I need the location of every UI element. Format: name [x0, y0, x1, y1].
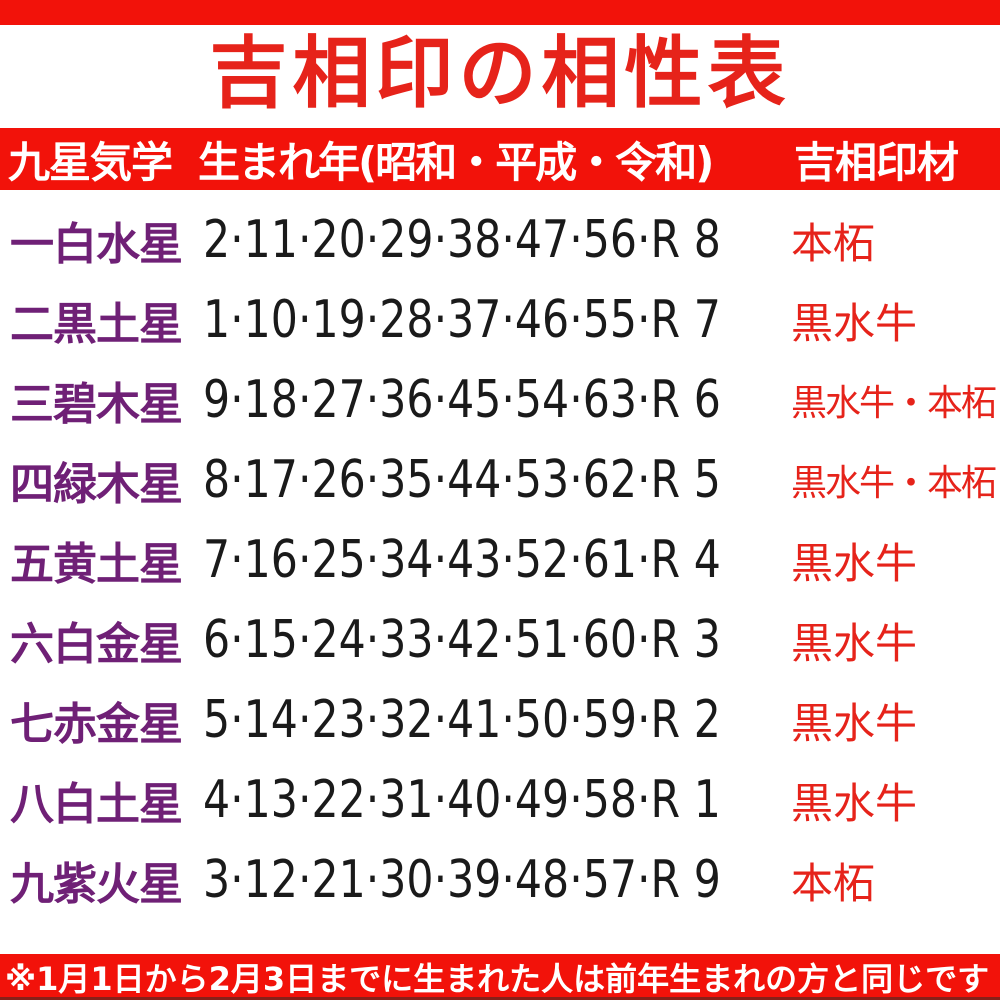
star-name-label: 八白土星: [10, 779, 183, 830]
star-name-label: 四緑木星: [10, 459, 183, 510]
seal-material-label: 本柘: [791, 218, 876, 268]
table-row: 九紫火星 3·12·21·30·39·48·57·R 9 本柘: [0, 840, 1000, 920]
seal-material-label: 黒水牛: [791, 298, 918, 348]
table-row: 五黄土星 7·16·25·34·43·52·61·R 4 黒水牛: [0, 520, 1000, 600]
birth-years-text: 5·14·23·32·41·50·59·R 2: [203, 690, 721, 750]
birth-years-text: 2·11·20·29·38·47·56·R 8: [203, 210, 721, 270]
table-row: 七赤金星 5·14·23·32·41·50·59·R 2 黒水牛: [0, 680, 1000, 760]
star-name-label: 六白金星: [10, 619, 183, 670]
birth-years-text: 9·18·27·36·45·54·63·R 6: [203, 370, 721, 430]
page-title: 吉相印の相性表: [209, 29, 791, 119]
seal-material-label: 本柘: [791, 858, 876, 908]
seal-material-label: 黒水牛: [791, 538, 918, 588]
birth-years-text: 7·16·25·34·43·52·61·R 4: [203, 530, 721, 590]
star-name-label: 五黄土星: [10, 539, 183, 590]
star-name-label: 一白水星: [10, 219, 183, 270]
star-name-label: 九紫火星: [10, 859, 183, 910]
table-row: 三碧木星 9·18·27·36·45·54·63·R 6 黒水牛・本柘: [0, 360, 1000, 440]
table-row: 二黒土星 1·10·19·28·37·46·55·R 7 黒水牛: [0, 280, 1000, 360]
table-row: 八白土星 4·13·22·31·40·49·58·R 1 黒水牛: [0, 760, 1000, 840]
table-row: 四緑木星 8·17·26·35·44·53·62·R 5 黒水牛・本柘: [0, 440, 1000, 520]
seal-material-label: 黒水牛: [791, 698, 918, 748]
birth-years-text: 4·13·22·31·40·49·58·R 1: [203, 770, 721, 830]
seal-material-label: 黒水牛・本柘: [791, 463, 997, 504]
star-name-label: 七赤金星: [10, 699, 183, 750]
birth-years-text: 8·17·26·35·44·53·62·R 5: [203, 450, 721, 510]
seal-material-label: 黒水牛・本柘: [791, 383, 997, 424]
header-seal-material: 吉相印材: [794, 137, 959, 187]
footer-note-bar: ※1月1日から2月3日までに生まれた人は前年生まれの方と同じです: [0, 954, 1000, 1000]
header-birth-year: 生まれ年(昭和・平成・令和): [198, 137, 714, 187]
table-row: 六白金星 6·15·24·33·42·51·60·R 3 黒水牛: [0, 600, 1000, 680]
table-row: 一白水星 2·11·20·29·38·47·56·R 8 本柘: [0, 200, 1000, 280]
top-red-bar: [0, 0, 1000, 25]
seal-material-label: 黒水牛: [791, 618, 918, 668]
birth-years-text: 1·10·19·28·37·46·55·R 7: [203, 290, 721, 350]
table-header-bar: 九星気学 生まれ年(昭和・平成・令和) 吉相印材: [0, 128, 1000, 190]
header-nine-star-ki: 九星気学: [8, 137, 173, 187]
seal-material-label: 黒水牛: [791, 778, 918, 828]
star-name-label: 二黒土星: [10, 299, 183, 350]
birth-years-text: 6·15·24·33·42·51·60·R 3: [203, 610, 721, 670]
bottom-edge-line: [0, 997, 1000, 1000]
footer-note: ※1月1日から2月3日までに生まれた人は前年生まれの方と同じです: [5, 960, 990, 998]
table-body: 一白水星 2·11·20·29·38·47·56·R 8 本柘 二黒土星 1·10·19…: [0, 200, 1000, 920]
birth-years-text: 3·12·21·30·39·48·57·R 9: [203, 850, 721, 910]
star-name-label: 三碧木星: [10, 379, 183, 430]
